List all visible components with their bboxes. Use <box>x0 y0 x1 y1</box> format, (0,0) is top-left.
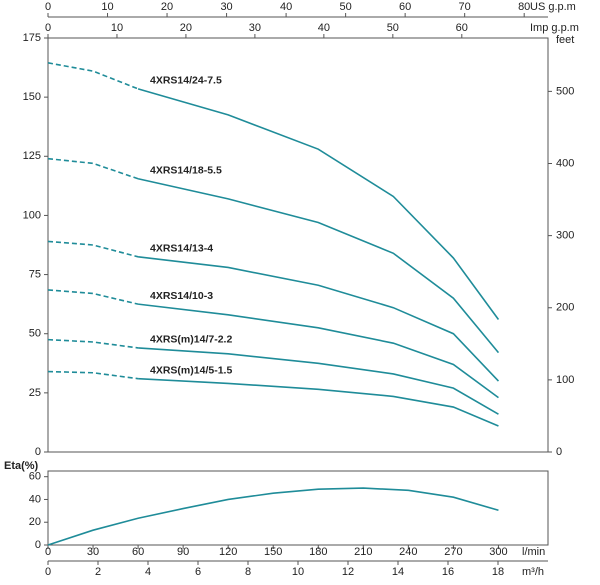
head-curve-dashed <box>47 370 139 380</box>
top-tick-label: 60 <box>456 22 468 34</box>
y-tick-label: 75 <box>29 268 41 280</box>
y-tick-label: 25 <box>29 387 41 399</box>
curve-label: 4XRS(m)14/7-2.2 <box>150 334 232 346</box>
bottom-tick-label: 18 <box>492 566 504 578</box>
bottom-tick-label: 16 <box>442 566 454 578</box>
top-tick-label: 50 <box>339 1 351 13</box>
bottom-tick-label: 2 <box>95 566 101 578</box>
y-tick-label: 60 <box>29 471 41 483</box>
bottom-tick-label: 90 <box>177 546 189 558</box>
curve-label: 4XRS14/13-4 <box>150 243 213 255</box>
bottom-axis-label: l/min <box>522 546 545 558</box>
bottom-tick-label: 180 <box>309 546 327 558</box>
bottom-tick-label: 6 <box>195 566 201 578</box>
head-curve-dashed <box>47 157 139 180</box>
eta-curve <box>47 487 499 546</box>
y-tick-label: 175 <box>23 32 41 44</box>
top-tick-label: 40 <box>318 22 330 34</box>
bottom-tick-label: 4 <box>145 566 151 578</box>
y-tick-label: 50 <box>29 328 41 340</box>
head-curve <box>138 377 499 427</box>
top-tick-label: 30 <box>220 1 232 13</box>
bottom-tick-label: 60 <box>132 546 144 558</box>
curve-label: 4XRS14/10-3 <box>150 290 213 302</box>
y-tick-label: 20 <box>29 516 41 528</box>
top-tick-label: 0 <box>45 22 51 34</box>
top-axis-label: Imp g.p.m <box>530 22 579 34</box>
head-curve-dashed <box>47 289 139 305</box>
head-curve-dashed <box>47 62 139 90</box>
eta-frame <box>47 470 549 546</box>
y2-axis-label: feet <box>556 34 574 46</box>
top-axis-label: US g.p.m <box>530 1 576 13</box>
bottom-tick-label: 8 <box>245 566 251 578</box>
bottom-tick-label: 240 <box>399 546 417 558</box>
top-tick-label: 20 <box>161 1 173 13</box>
y-axis-label: Eta(%) <box>4 460 39 472</box>
head-curve-dashed <box>47 338 139 349</box>
y-tick-label: 150 <box>23 91 41 103</box>
head-curve <box>137 256 500 382</box>
top-tick-label: 60 <box>399 1 411 13</box>
top-tick-label: 10 <box>111 22 123 34</box>
plot-frame <box>47 37 549 453</box>
y2-tick-label: 300 <box>556 230 574 242</box>
y-tick-label: 40 <box>29 493 41 505</box>
head-curve <box>137 177 500 354</box>
curve-label: 4XRS(m)14/5-1.5 <box>150 364 232 376</box>
top-tick-label: 20 <box>180 22 192 34</box>
top-tick-label: 70 <box>459 1 471 13</box>
head-curve-dashed <box>47 240 139 258</box>
top-tick-label: 30 <box>249 22 261 34</box>
head-curve <box>137 88 500 320</box>
curve-label: 4XRS14/24-7.5 <box>150 75 222 87</box>
top-tick-label: 40 <box>280 1 292 13</box>
bottom-tick-label: 0 <box>45 546 51 558</box>
y-tick-label: 125 <box>23 150 41 162</box>
y-tick-label: 100 <box>23 209 41 221</box>
bottom-axis-label: m³/h <box>522 566 544 578</box>
bottom-tick-label: 30 <box>87 546 99 558</box>
bottom-tick-label: 210 <box>354 546 372 558</box>
top-tick-label: 80 <box>518 1 530 13</box>
head-curve <box>137 303 499 399</box>
bottom-tick-label: 150 <box>264 546 282 558</box>
curve-label: 4XRS14/18-5.5 <box>150 165 222 177</box>
bottom-tick-label: 300 <box>489 546 507 558</box>
bottom-tick-label: 10 <box>292 566 304 578</box>
top-tick-label: 10 <box>101 1 113 13</box>
y2-tick-label: 100 <box>556 374 574 386</box>
y2-tick-label: 400 <box>556 157 574 169</box>
head-curve <box>138 347 499 415</box>
bottom-tick-label: 120 <box>219 546 237 558</box>
bottom-tick-label: 14 <box>392 566 404 578</box>
top-tick-label: 50 <box>387 22 399 34</box>
top-tick-label: 0 <box>45 1 51 13</box>
y2-tick-label: 0 <box>556 446 562 458</box>
y2-tick-label: 200 <box>556 302 574 314</box>
y-tick-label: 0 <box>35 446 41 458</box>
bottom-tick-label: 270 <box>444 546 462 558</box>
bottom-tick-label: 12 <box>342 566 354 578</box>
bottom-tick-label: 0 <box>45 566 51 578</box>
y2-tick-label: 500 <box>556 85 574 97</box>
y-tick-label: 0 <box>35 539 41 551</box>
